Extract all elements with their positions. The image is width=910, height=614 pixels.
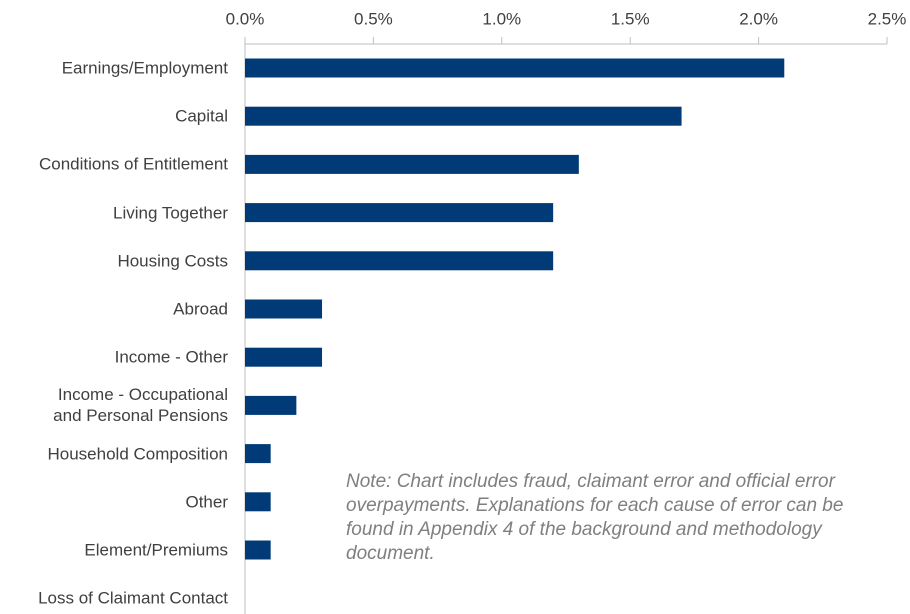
category-label: Loss of Claimant Contact — [38, 588, 228, 608]
category-label: Income - Other — [114, 347, 228, 367]
x-tick-label: 0.5% — [354, 9, 393, 28]
bar — [245, 492, 271, 512]
bar — [245, 347, 323, 367]
category-label: Housing Costs — [117, 251, 228, 271]
category-label: Capital — [175, 106, 228, 126]
category-label: Earnings/Employment — [61, 58, 228, 78]
bar — [245, 251, 554, 271]
category-label: Abroad — [173, 299, 228, 319]
category-label: Other — [185, 492, 228, 512]
bar — [245, 299, 323, 319]
bar — [245, 395, 297, 415]
bar — [245, 154, 579, 174]
x-tick-label: 1.5% — [611, 9, 650, 28]
note: Note: Chart includes fraud, claimant err… — [346, 471, 844, 564]
bar — [245, 106, 682, 126]
category-label: Income - Occupational and Personal Pensi… — [53, 385, 228, 426]
x-tick-label: 0.0% — [226, 9, 265, 28]
bar — [245, 444, 271, 464]
category-label: Element/Premiums — [84, 540, 228, 560]
category-label: Living Together — [113, 203, 228, 223]
x-tick-label: 2.0% — [739, 9, 778, 28]
x-tick-label: 1.0% — [482, 9, 521, 28]
x-tick-label: 2.5% — [868, 9, 907, 28]
bar — [245, 540, 271, 560]
category-label: Household Composition — [47, 444, 229, 464]
bar — [245, 58, 785, 78]
category-label: Conditions of Entitlement — [39, 154, 228, 174]
bar — [245, 203, 554, 223]
